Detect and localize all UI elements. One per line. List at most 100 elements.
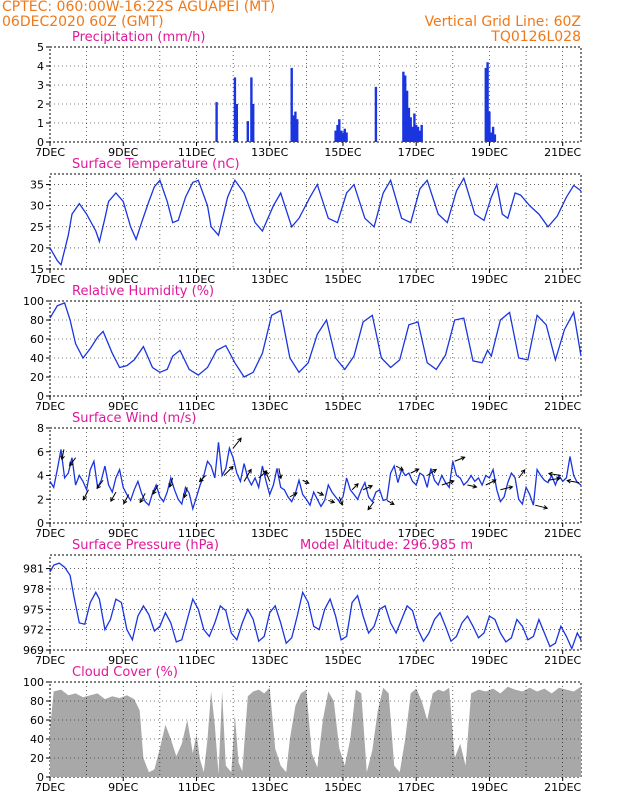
y-tick-label: 80 xyxy=(30,314,44,327)
x-tick-label: 13DEC xyxy=(251,654,288,667)
plot-frame xyxy=(49,173,582,270)
wind-arrow-head xyxy=(414,468,420,473)
wind-arrow-head xyxy=(264,470,270,476)
wind-arrow xyxy=(223,465,234,476)
x-tick-label: 9DEC xyxy=(108,527,138,540)
wind-arrow-head xyxy=(198,477,204,483)
plot-frame xyxy=(49,427,582,524)
precip-bar xyxy=(338,119,341,142)
wind-arrow-head xyxy=(368,484,374,490)
wind-arrow xyxy=(386,500,395,505)
wind-arrow-head xyxy=(491,479,497,484)
x-tick-label: 7DEC xyxy=(35,400,65,413)
wind-arrow-shaft xyxy=(410,468,419,474)
wind-arrow-shaft xyxy=(567,480,580,484)
x-tick-label: 15DEC xyxy=(324,400,361,413)
y-tick-label: 5 xyxy=(37,41,44,54)
x-tick-label: 9DEC xyxy=(108,781,138,794)
wind-arrow-shaft xyxy=(367,501,375,510)
wind-arrow xyxy=(500,485,514,491)
x-tick-label: 11DEC xyxy=(178,781,215,794)
y-tick-label: 20 xyxy=(30,371,44,384)
wind-arrow xyxy=(123,494,130,505)
x-tick-label: 15DEC xyxy=(324,654,361,667)
wind-arrow-head xyxy=(319,491,325,496)
x-tick-label: 11DEC xyxy=(178,146,215,159)
x-tick-label: 19DEC xyxy=(471,527,508,540)
x-tick-label: 19DEC xyxy=(471,400,508,413)
x-tick-label: 13DEC xyxy=(251,527,288,540)
wind-arrow-head xyxy=(547,471,553,477)
wind-arrow xyxy=(395,465,405,471)
precip-bar xyxy=(407,107,411,142)
y-tick-label: 80 xyxy=(30,695,44,708)
wind-arrow xyxy=(152,484,159,495)
precip-bar xyxy=(493,134,497,142)
precip-bar xyxy=(233,77,237,142)
x-tick-label: 13DEC xyxy=(251,400,288,413)
wind-arrow-head xyxy=(152,489,157,495)
precip-bar xyxy=(334,130,337,142)
wind-arrow-shaft xyxy=(426,469,437,476)
wind-arrow-head xyxy=(228,465,234,471)
wind-arrow xyxy=(338,496,344,506)
y-tick-label: 20 xyxy=(30,752,44,765)
wind-arrow xyxy=(60,449,65,461)
wind-arrow xyxy=(277,468,283,480)
x-tick-label: 11DEC xyxy=(178,654,215,667)
header-run-time: 06DEC2020 60Z (GMT) xyxy=(2,14,164,30)
wind-arrow xyxy=(198,475,206,483)
wind-arrow-shaft xyxy=(139,493,146,503)
x-tick-label: 21DEC xyxy=(544,146,581,159)
wind-arrow-head xyxy=(449,479,455,485)
y-tick-label: 3 xyxy=(37,79,44,92)
precip-bar xyxy=(341,132,345,142)
wind-arrow-shaft xyxy=(362,485,373,491)
x-tick-label: 19DEC xyxy=(471,654,508,667)
wind-arrow xyxy=(289,492,298,498)
y-tick-label: 30 xyxy=(30,200,44,213)
x-tick-label: 17DEC xyxy=(398,527,435,540)
wind-arrow-head xyxy=(566,478,572,484)
x-tick-label: 15DEC xyxy=(324,146,361,159)
wind-arrow-shaft xyxy=(152,484,159,495)
y-tick-label: 2 xyxy=(37,493,44,506)
precip-bar xyxy=(416,126,420,142)
x-tick-label: 17DEC xyxy=(398,400,435,413)
precip-bar xyxy=(404,75,407,142)
y-tick-label: 981 xyxy=(23,563,44,576)
x-tick-label: 21DEC xyxy=(544,400,581,413)
x-tick-label: 11DEC xyxy=(178,273,215,286)
y-tick-label: 60 xyxy=(30,333,44,346)
wind-series-line xyxy=(49,442,582,512)
precip-bar xyxy=(411,126,414,142)
wind-arrow-head xyxy=(330,499,336,504)
wind-arrow-shaft xyxy=(395,465,404,471)
precip-bar xyxy=(420,124,423,142)
precip-bar xyxy=(490,132,493,142)
precip-bar xyxy=(402,71,405,142)
x-tick-label: 7DEC xyxy=(35,273,65,286)
wind-arrow-shaft xyxy=(547,477,561,481)
wind-arrow-shaft xyxy=(386,500,395,505)
panel-wind: 0 2 4 6 8 7DEC 9DEC 11DEC 13DEC 15DEC 17DEC 19DEC 21… xyxy=(35,411,582,540)
rh-title: Relative Humidity (%) xyxy=(72,284,214,299)
y-tick-label: 100 xyxy=(23,676,44,689)
wind-arrow xyxy=(454,456,466,462)
wind-arrow-shaft xyxy=(338,496,343,506)
precip-bar xyxy=(486,62,489,143)
header-station: CPTEC: 060:00W-16:22S AGUAPEI (MT) xyxy=(2,0,275,15)
wind-arrow-head xyxy=(520,469,526,474)
wind-arrow-shaft xyxy=(199,475,206,482)
precip-bar xyxy=(343,128,346,142)
wind-arrow-head xyxy=(139,498,144,504)
x-tick-label: 11DEC xyxy=(178,527,215,540)
wind-arrow-head xyxy=(354,483,359,488)
wind-arrow-shaft xyxy=(485,479,497,486)
wind-arrow-shaft xyxy=(467,484,477,488)
pressure-title: Surface Pressure (hPa) xyxy=(72,538,219,553)
cloud-title: Cloud Cover (%) xyxy=(72,665,178,680)
precip-bar xyxy=(296,119,299,142)
x-tick-label: 17DEC xyxy=(398,273,435,286)
wind-arrow xyxy=(243,468,252,482)
